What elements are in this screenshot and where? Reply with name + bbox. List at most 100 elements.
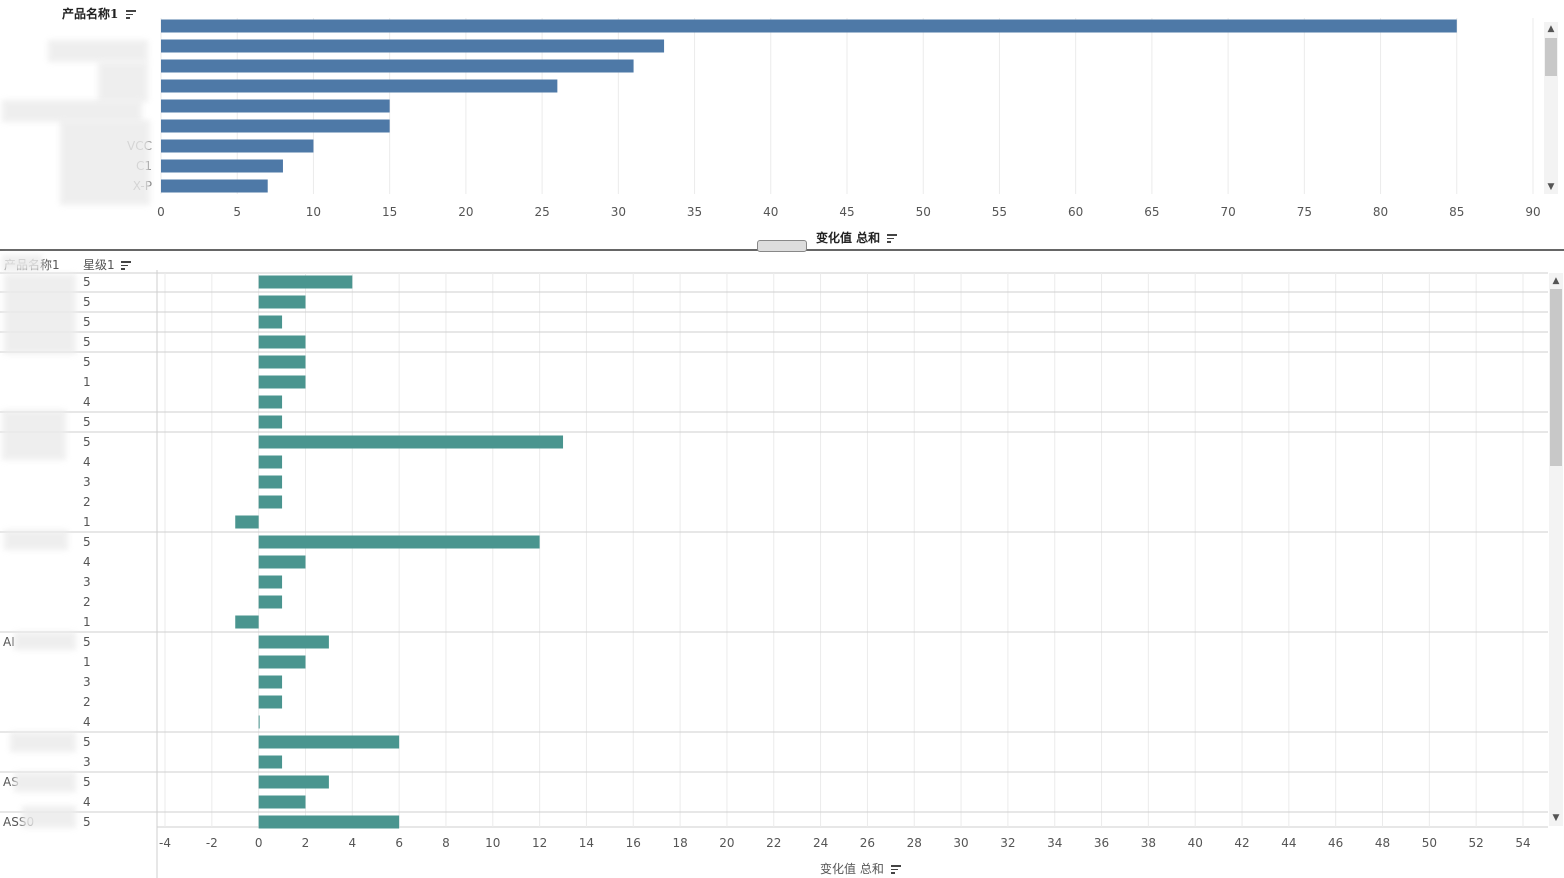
bar (258, 555, 306, 569)
bar (161, 179, 268, 193)
x-tick-label: 44 (1281, 836, 1296, 850)
scrollbar-thumb[interactable] (1550, 289, 1562, 466)
x-tick-label: 16 (626, 836, 641, 850)
scroll-up-icon[interactable]: ▲ (1547, 24, 1555, 34)
top-bar-chart: 051015202530354045505560657075808590VCCC… (127, 18, 1543, 219)
redacted-label (14, 772, 76, 792)
x-tick-label: 22 (766, 836, 781, 850)
redacted-label (14, 632, 76, 650)
x-tick-label: 36 (1094, 836, 1109, 850)
star-label: 1 (83, 375, 91, 389)
star-label: 4 (83, 555, 91, 569)
bar (258, 475, 283, 489)
bar (161, 59, 634, 73)
star-label: 5 (83, 815, 91, 829)
x-tick-label: 2 (302, 836, 310, 850)
bottom-col2-header: 星级1 (83, 256, 132, 273)
x-tick-label: 0 (157, 205, 165, 219)
x-tick-label: 45 (839, 205, 854, 219)
x-tick-label: 40 (1188, 836, 1203, 850)
resize-handle[interactable] (757, 240, 807, 252)
x-tick-label: 80 (1373, 205, 1388, 219)
star-label: 2 (83, 495, 91, 509)
bar (258, 695, 283, 709)
x-tick-label: 70 (1220, 205, 1235, 219)
x-tick-label: 0 (255, 836, 263, 850)
redacted-label (22, 806, 76, 828)
star-label: 5 (83, 435, 91, 449)
redacted-label (4, 530, 68, 550)
redacted-label (10, 732, 76, 752)
x-tick-label: 42 (1234, 836, 1249, 850)
star-label: 2 (83, 695, 91, 709)
redacted-label (2, 100, 142, 122)
scroll-down-icon[interactable]: ▼ (1552, 813, 1560, 823)
star-label: 5 (83, 275, 91, 289)
star-label: 4 (83, 795, 91, 809)
star-label: 5 (83, 415, 91, 429)
star-label: 4 (83, 455, 91, 469)
bar (161, 119, 390, 133)
bottom-vertical-scrollbar[interactable]: ▲ ▼ (1549, 273, 1563, 826)
bar (258, 295, 306, 309)
x-tick-label: 24 (813, 836, 828, 850)
bar (258, 415, 283, 429)
scrollbar-thumb[interactable] (1545, 38, 1557, 76)
bar (258, 775, 329, 789)
sort-icon[interactable] (887, 234, 898, 243)
bar (161, 79, 558, 93)
bar (258, 595, 283, 609)
x-tick-label: 20 (719, 836, 734, 850)
redacted-label (2, 255, 42, 271)
top-row-header: 产品名称1 (62, 5, 136, 22)
bar (258, 275, 353, 289)
x-tick-label: 48 (1375, 836, 1390, 850)
x-tick-label: 26 (860, 836, 875, 850)
star-label: 5 (83, 315, 91, 329)
scroll-down-icon[interactable]: ▼ (1547, 182, 1555, 192)
x-tick-label: 54 (1515, 836, 1530, 850)
star-label: 1 (83, 515, 91, 529)
star-label: 4 (83, 715, 91, 729)
star-label: 5 (83, 355, 91, 369)
bar (161, 139, 314, 153)
x-tick-label: 60 (1068, 205, 1083, 219)
bar (161, 159, 283, 173)
bar (258, 315, 283, 329)
star-label: 3 (83, 675, 91, 689)
star-label: 1 (83, 615, 91, 629)
bar (258, 735, 400, 749)
star-label: 1 (83, 655, 91, 669)
x-tick-label: -2 (206, 836, 218, 850)
bar (258, 455, 283, 469)
x-tick-label: 38 (1141, 836, 1156, 850)
bar (235, 515, 259, 529)
x-tick-label: 50 (916, 205, 931, 219)
bar (161, 19, 1457, 33)
star-label: 5 (83, 735, 91, 749)
star-label: 5 (83, 775, 91, 789)
sort-icon[interactable] (890, 865, 901, 874)
bar (258, 575, 283, 589)
bar (258, 435, 564, 449)
x-tick-label: 8 (442, 836, 450, 850)
x-tick-label: 34 (1047, 836, 1062, 850)
x-tick-label: 30 (953, 836, 968, 850)
bar (161, 99, 390, 113)
top-axis-title: 变化值 总和 (816, 229, 898, 246)
top-vertical-scrollbar[interactable]: ▲ ▼ (1544, 22, 1558, 194)
star-label: 5 (83, 535, 91, 549)
bar (258, 655, 306, 669)
sort-icon[interactable] (125, 10, 136, 19)
x-tick-label: 5 (233, 205, 241, 219)
x-tick-label: 65 (1144, 205, 1159, 219)
sort-icon[interactable] (121, 261, 132, 270)
bar (161, 39, 665, 53)
scroll-up-icon[interactable]: ▲ (1552, 276, 1560, 286)
x-tick-label: 52 (1469, 836, 1484, 850)
bottom-bar-chart: -4 -2 0 2 4 6 8 10 12 14 16 18 20 22 24 26 28 30 32 34 36 38 4… (0, 270, 1548, 878)
star-label: 5 (83, 295, 91, 309)
bar (258, 375, 306, 389)
star-label: 3 (83, 755, 91, 769)
x-tick-label: 20 (458, 205, 473, 219)
